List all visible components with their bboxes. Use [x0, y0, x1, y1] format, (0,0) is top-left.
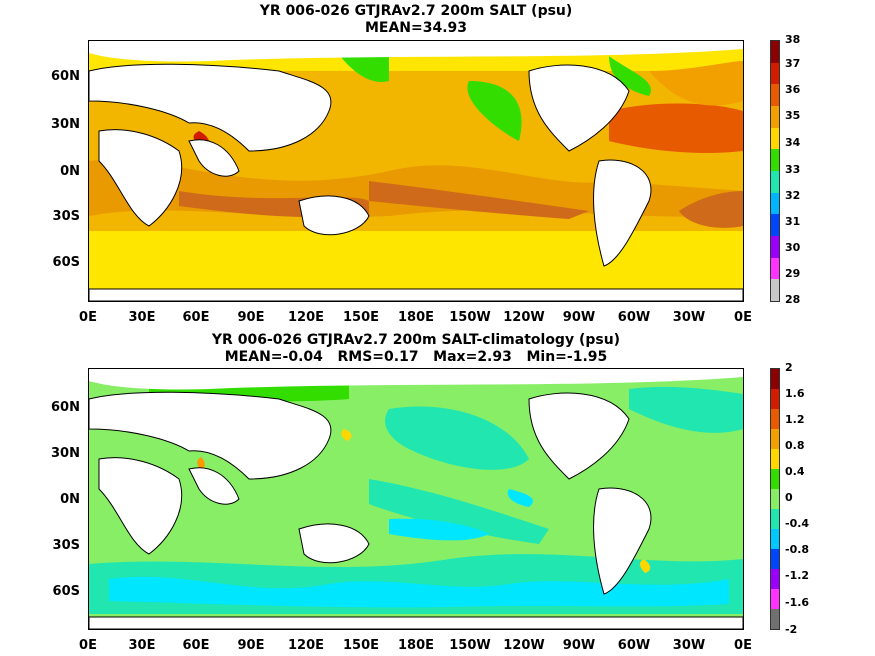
panel1-lon-label: 120W: [503, 310, 545, 325]
panel1-lon-label: 0E: [79, 310, 97, 325]
colorbar-swatch: [771, 569, 779, 589]
panel2-lon-label: 0E: [79, 638, 97, 653]
panel1-lon-label: 150W: [449, 310, 491, 325]
panel1-colorbar-label: 29: [785, 267, 801, 280]
panel1-lon-label: 90W: [562, 310, 596, 325]
panel2-lon-label: 60W: [617, 638, 651, 653]
panel1-colorbar-label: 33: [785, 163, 801, 176]
colorbar-swatch: [771, 84, 779, 106]
panel2-colorbar-label: 0.4: [785, 465, 805, 478]
panel2-lon-label: 150E: [342, 638, 380, 653]
colorbar-swatch: [771, 192, 779, 215]
panel2-colorbar-label: -0.4: [785, 517, 810, 530]
panel2-lat-label: 30N: [51, 446, 80, 461]
panel1-lat-label: 60N: [51, 69, 80, 84]
panel2-title-line1: YR 006-026 GTJRAv2.7 200m SALT-climatolo…: [211, 332, 621, 348]
panel2-lon-label: 90W: [562, 638, 596, 653]
panel1-lon-label: 120E: [287, 310, 325, 325]
colorbar-swatch: [771, 409, 779, 429]
panel1-colorbar-label: 36: [785, 83, 801, 96]
panel1-colorbar-label: 32: [785, 189, 801, 202]
colorbar-swatch: [771, 127, 779, 150]
colorbar-swatch: [771, 41, 779, 63]
panel2-lon-label: 30E: [128, 638, 156, 653]
panel1-lat-label: 30N: [51, 117, 80, 132]
panel2-title-line2: MEAN=-0.04 RMS=0.17 Max=2.93 Min=-1.95: [224, 349, 608, 365]
panel1-lon-label: 60W: [617, 310, 651, 325]
colorbar-swatch: [771, 257, 779, 280]
colorbar-swatch: [771, 509, 779, 529]
panel2-lon-label: 60E: [182, 638, 210, 653]
panel1-colorbar-label: 37: [785, 57, 801, 70]
panel2-lat-label: 60S: [52, 584, 80, 599]
colorbar-swatch: [771, 609, 779, 629]
colorbar-swatch: [771, 149, 779, 171]
panel2-colorbar-label: -0.8: [785, 543, 810, 556]
panel2-colorbar-label: 1.2: [785, 413, 805, 426]
colorbar-swatch: [771, 279, 779, 301]
panel2-lon-label: 120W: [503, 638, 545, 653]
panel1-lon-label: 30E: [128, 310, 156, 325]
panel2-lon-label: 0E: [734, 638, 752, 653]
colorbar-swatch: [771, 429, 779, 449]
panel1-lon-label: 60E: [182, 310, 210, 325]
colorbar-swatch: [771, 469, 779, 489]
colorbar-swatch: [771, 389, 779, 409]
panel1-colorbar-label: 38: [785, 33, 801, 46]
panel2-lat-label: 60N: [51, 400, 80, 415]
panel2-colorbar-label: -2: [785, 623, 798, 636]
colorbar-swatch: [771, 489, 779, 509]
panel2-colorbar-label: -1.6: [785, 596, 810, 609]
panel2-map: [88, 368, 744, 630]
panel2-colorbar-label: 1.6: [785, 387, 805, 400]
panel2-colorbar-label: -1.2: [785, 569, 810, 582]
panel1-lon-label: 180E: [397, 310, 435, 325]
panel2-lon-label: 120E: [287, 638, 325, 653]
colorbar-swatch: [771, 214, 779, 236]
panel2-lat-label: 30S: [52, 538, 80, 553]
panel1-lon-label: 90E: [237, 310, 265, 325]
panel1-colorbar-label: 34: [785, 136, 801, 149]
panel1-colorbar-label: 30: [785, 241, 801, 254]
panel1-colorbar-label: 31: [785, 215, 801, 228]
panel2-lon-label: 30W: [672, 638, 706, 653]
panel1-lon-label: 30W: [672, 310, 706, 325]
panel2-colorbar-label: 0.8: [785, 439, 805, 452]
panel2-lat-label: 0N: [60, 492, 80, 507]
panel2-colorbar: [770, 368, 780, 630]
panel1-colorbar-label: 35: [785, 109, 801, 122]
panel1-lat-label: 60S: [52, 255, 80, 270]
panel1-lat-label: 30S: [52, 209, 80, 224]
panel1-colorbar: [770, 40, 780, 302]
panel1-title-line2: MEAN=34.93: [364, 20, 468, 36]
panel1-lon-label: 150E: [342, 310, 380, 325]
panel2-colorbar-label: 0: [785, 491, 793, 504]
panel1-map: [88, 40, 744, 302]
colorbar-swatch: [771, 449, 779, 469]
colorbar-swatch: [771, 105, 779, 128]
panel1-lon-label: 0E: [734, 310, 752, 325]
colorbar-swatch: [771, 529, 779, 549]
panel2-lon-label: 180E: [397, 638, 435, 653]
panel1-title-line1: YR 006-026 GTJRAv2.7 200m SALT (psu): [259, 3, 573, 19]
colorbar-swatch: [771, 549, 779, 569]
colorbar-swatch: [771, 62, 779, 85]
panel1-colorbar-label: 28: [785, 293, 801, 306]
panel2-lon-label: 90E: [237, 638, 265, 653]
colorbar-swatch: [771, 170, 779, 193]
panel2-lon-label: 150W: [449, 638, 491, 653]
colorbar-swatch: [771, 369, 779, 389]
colorbar-swatch: [771, 589, 779, 609]
panel1-lat-label: 0N: [60, 164, 80, 179]
colorbar-swatch: [771, 235, 779, 258]
panel2-colorbar-label: 2: [785, 361, 793, 374]
